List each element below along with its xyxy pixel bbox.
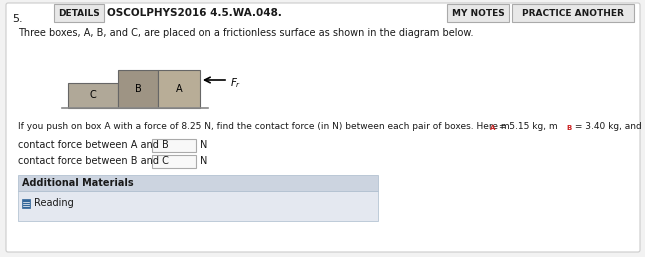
Bar <box>18 175 378 191</box>
Text: MY NOTES: MY NOTES <box>451 8 504 17</box>
FancyBboxPatch shape <box>6 3 640 252</box>
Text: Additional Materials: Additional Materials <box>22 178 134 188</box>
Text: N: N <box>200 141 208 151</box>
Bar <box>158 70 200 108</box>
Text: A: A <box>490 125 495 131</box>
Text: Three boxes, A, B, and C, are placed on a frictionless surface as shown in the d: Three boxes, A, B, and C, are placed on … <box>18 28 473 38</box>
FancyBboxPatch shape <box>54 4 104 22</box>
Text: $F_r$: $F_r$ <box>230 76 241 90</box>
Bar <box>18 191 378 221</box>
Text: B: B <box>135 84 141 94</box>
Text: A: A <box>175 84 183 94</box>
Text: = 5.15 kg, m: = 5.15 kg, m <box>496 122 558 131</box>
Text: N: N <box>200 157 208 167</box>
Text: contact force between B and C: contact force between B and C <box>18 156 169 166</box>
Text: DETAILS: DETAILS <box>58 8 100 17</box>
Text: 5.: 5. <box>12 14 23 24</box>
FancyBboxPatch shape <box>447 4 509 22</box>
Text: PRACTICE ANOTHER: PRACTICE ANOTHER <box>522 8 624 17</box>
Bar <box>152 155 196 168</box>
Text: If you push on box A with a force of 8.25 N, find the contact force (in N) betwe: If you push on box A with a force of 8.2… <box>18 122 510 131</box>
FancyBboxPatch shape <box>512 4 634 22</box>
Bar <box>68 83 118 108</box>
Bar <box>118 70 158 108</box>
Text: Reading: Reading <box>34 198 74 208</box>
Text: contact force between A and B: contact force between A and B <box>18 140 169 150</box>
Bar <box>152 139 196 152</box>
Text: B: B <box>566 125 571 131</box>
Text: = 3.40 kg, and m: = 3.40 kg, and m <box>572 122 645 131</box>
Text: C: C <box>90 90 96 100</box>
Bar <box>22 199 30 208</box>
Text: OSCOLPHYS2016 4.5.WA.048.: OSCOLPHYS2016 4.5.WA.048. <box>107 8 282 18</box>
